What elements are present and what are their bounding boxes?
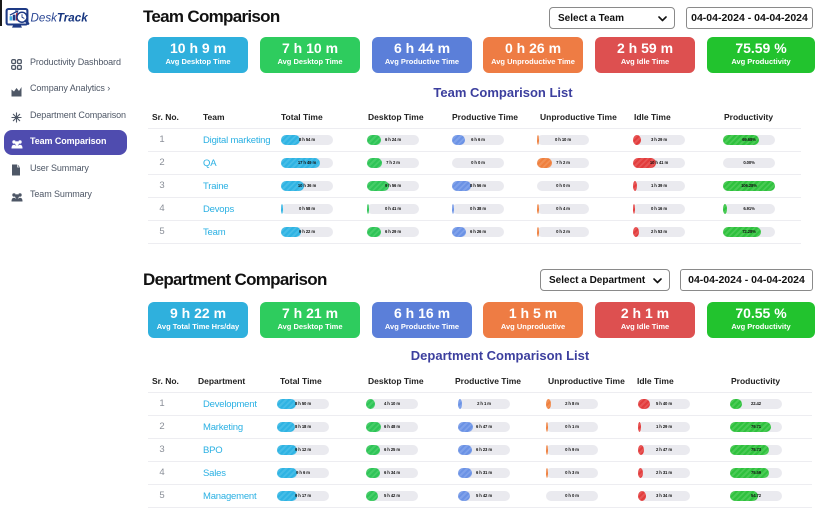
svg-text:DeskTrack: DeskTrack <box>31 12 89 25</box>
